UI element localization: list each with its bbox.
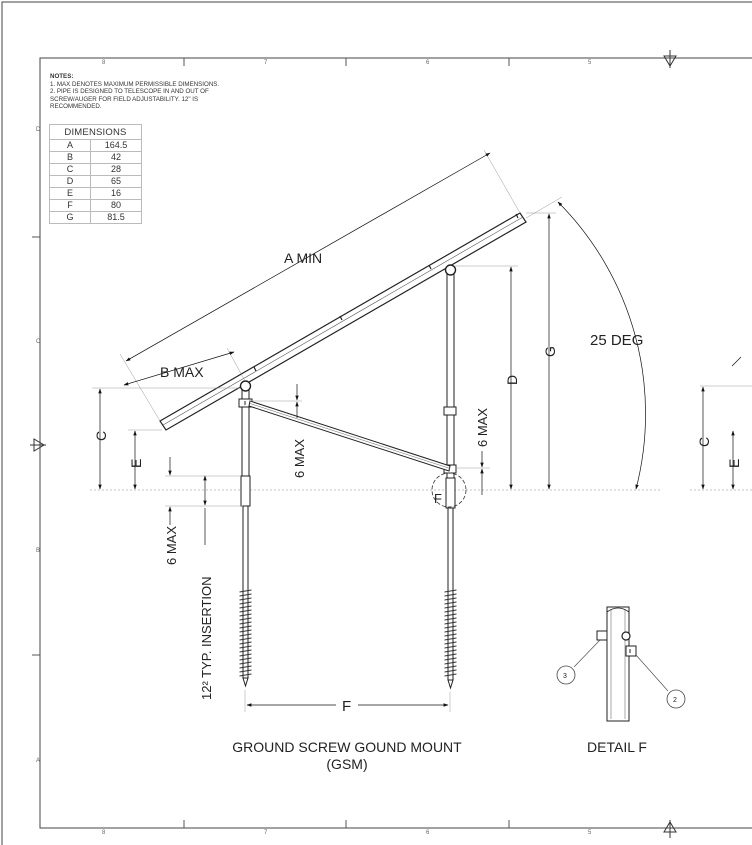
balloon-3-circle [556, 665, 576, 685]
dim-value: 65 [90, 175, 142, 188]
centering-mark-bottom [663, 820, 677, 838]
dimension-g [526, 212, 556, 490]
label-a-min: A MIN [284, 250, 322, 266]
dimension-6-max-rear [165, 457, 243, 525]
dim-value: 42 [90, 151, 142, 164]
note-line-4: RECOMMENDED. [50, 103, 102, 111]
table-row: A 164.5 [49, 139, 142, 152]
dim-value: 81.5 [90, 211, 142, 224]
dimension-d [455, 265, 518, 490]
label-f: F [342, 698, 351, 715]
label-e-right: E [726, 459, 742, 468]
rear-post [238, 380, 253, 688]
label-c-right: C [696, 437, 712, 447]
label-detail-callout-f: F [434, 491, 442, 506]
zone-col-6-top: 6 [426, 60, 430, 66]
angle-25-deg [525, 196, 646, 490]
note-line-3: SCREW/AUGER FOR FIELD ADJUSTABILITY. 12"… [50, 95, 199, 103]
dim-key: F [49, 199, 91, 212]
table-row: C 28 [49, 163, 142, 176]
detail-f-view [556, 606, 686, 722]
title-line-1: GROUND SCREW GOUND MOUNT [232, 739, 462, 755]
dimension-c [92, 387, 240, 490]
zone-col-8-bottom: 8 [102, 830, 106, 836]
detail-f-callout-circle [431, 472, 467, 508]
title-line-2: (GSM) [326, 756, 367, 772]
detail-f-title: DETAIL F [587, 739, 647, 755]
zone-row-c: C [36, 339, 41, 345]
table-row: B 42 [49, 151, 142, 164]
label-g: G [542, 346, 558, 357]
table-row: F 80 [49, 199, 142, 212]
table-row: G 81.5 [49, 211, 142, 224]
zone-col-7-top: 7 [264, 60, 268, 66]
front-post [443, 264, 457, 690]
dim-key: G [49, 211, 91, 224]
table-row: E 16 [49, 187, 142, 200]
dim-key: E [49, 187, 91, 200]
zone-row-b: B [36, 548, 40, 554]
zone-row-a: A [36, 758, 40, 764]
label-25-deg: 25 DEG [590, 332, 643, 349]
balloon-3-label: 3 [563, 673, 567, 680]
label-d: D [504, 375, 520, 385]
balloon-2-label: 2 [673, 697, 677, 704]
dimension-6-max-front [457, 451, 490, 495]
notes-title: NOTES: [50, 73, 74, 80]
right-partial-view [690, 356, 752, 491]
label-6-max-rear: 6 MAX [164, 526, 179, 565]
dim-value: 80 [90, 199, 142, 212]
zone-col-5-bottom: 5 [588, 830, 592, 836]
balloon-2-circle [666, 689, 686, 709]
label-insertion: 12² TYP. INSERTION [199, 576, 214, 700]
dim-value: 164.5 [90, 139, 142, 152]
label-e: E [128, 459, 144, 468]
diagonal-brace [248, 400, 451, 472]
zone-col-5-top: 5 [588, 60, 592, 66]
dim-value: 16 [90, 187, 142, 200]
zone-row-d: D [36, 127, 41, 133]
note-line-2: 2. PIPE IS DESIGNED TO TELESCOPE IN AND … [50, 88, 209, 96]
dim-key: A [49, 139, 91, 152]
label-6-max-brace: 6 MAX [292, 439, 307, 478]
dim-value: 28 [90, 163, 142, 176]
panel-rail [159, 212, 527, 431]
label-b-max: B MAX [160, 364, 204, 380]
label-c: C [93, 431, 109, 441]
dimension-6-max-brace [250, 384, 302, 418]
note-line-1: 1. MAX DENOTES MAXIMUM PERMISSIBLE DIMEN… [50, 80, 220, 88]
table-row: D 65 [49, 175, 142, 188]
screw-threads [239, 589, 457, 677]
zone-col-8-top: 8 [102, 60, 106, 66]
notes-block: NOTES: 1. MAX DENOTES MAXIMUM PERMISSIBL… [50, 73, 219, 111]
dim-key: D [49, 175, 91, 188]
dim-key: B [49, 151, 91, 164]
dimensions-table-header: DIMENSIONS [49, 124, 142, 140]
inner-border [39, 57, 752, 829]
zone-col-7-bottom: 7 [264, 830, 268, 836]
zone-ticks [32, 58, 510, 828]
dimension-a [119, 149, 521, 422]
centering-mark-top [663, 50, 677, 68]
dimension-b [123, 347, 246, 386]
dim-key: C [49, 163, 91, 176]
zone-col-6-bottom: 6 [426, 830, 430, 836]
label-6-max-front: 6 MAX [475, 408, 490, 447]
dimension-e [128, 429, 162, 490]
centering-mark-left [30, 438, 46, 452]
